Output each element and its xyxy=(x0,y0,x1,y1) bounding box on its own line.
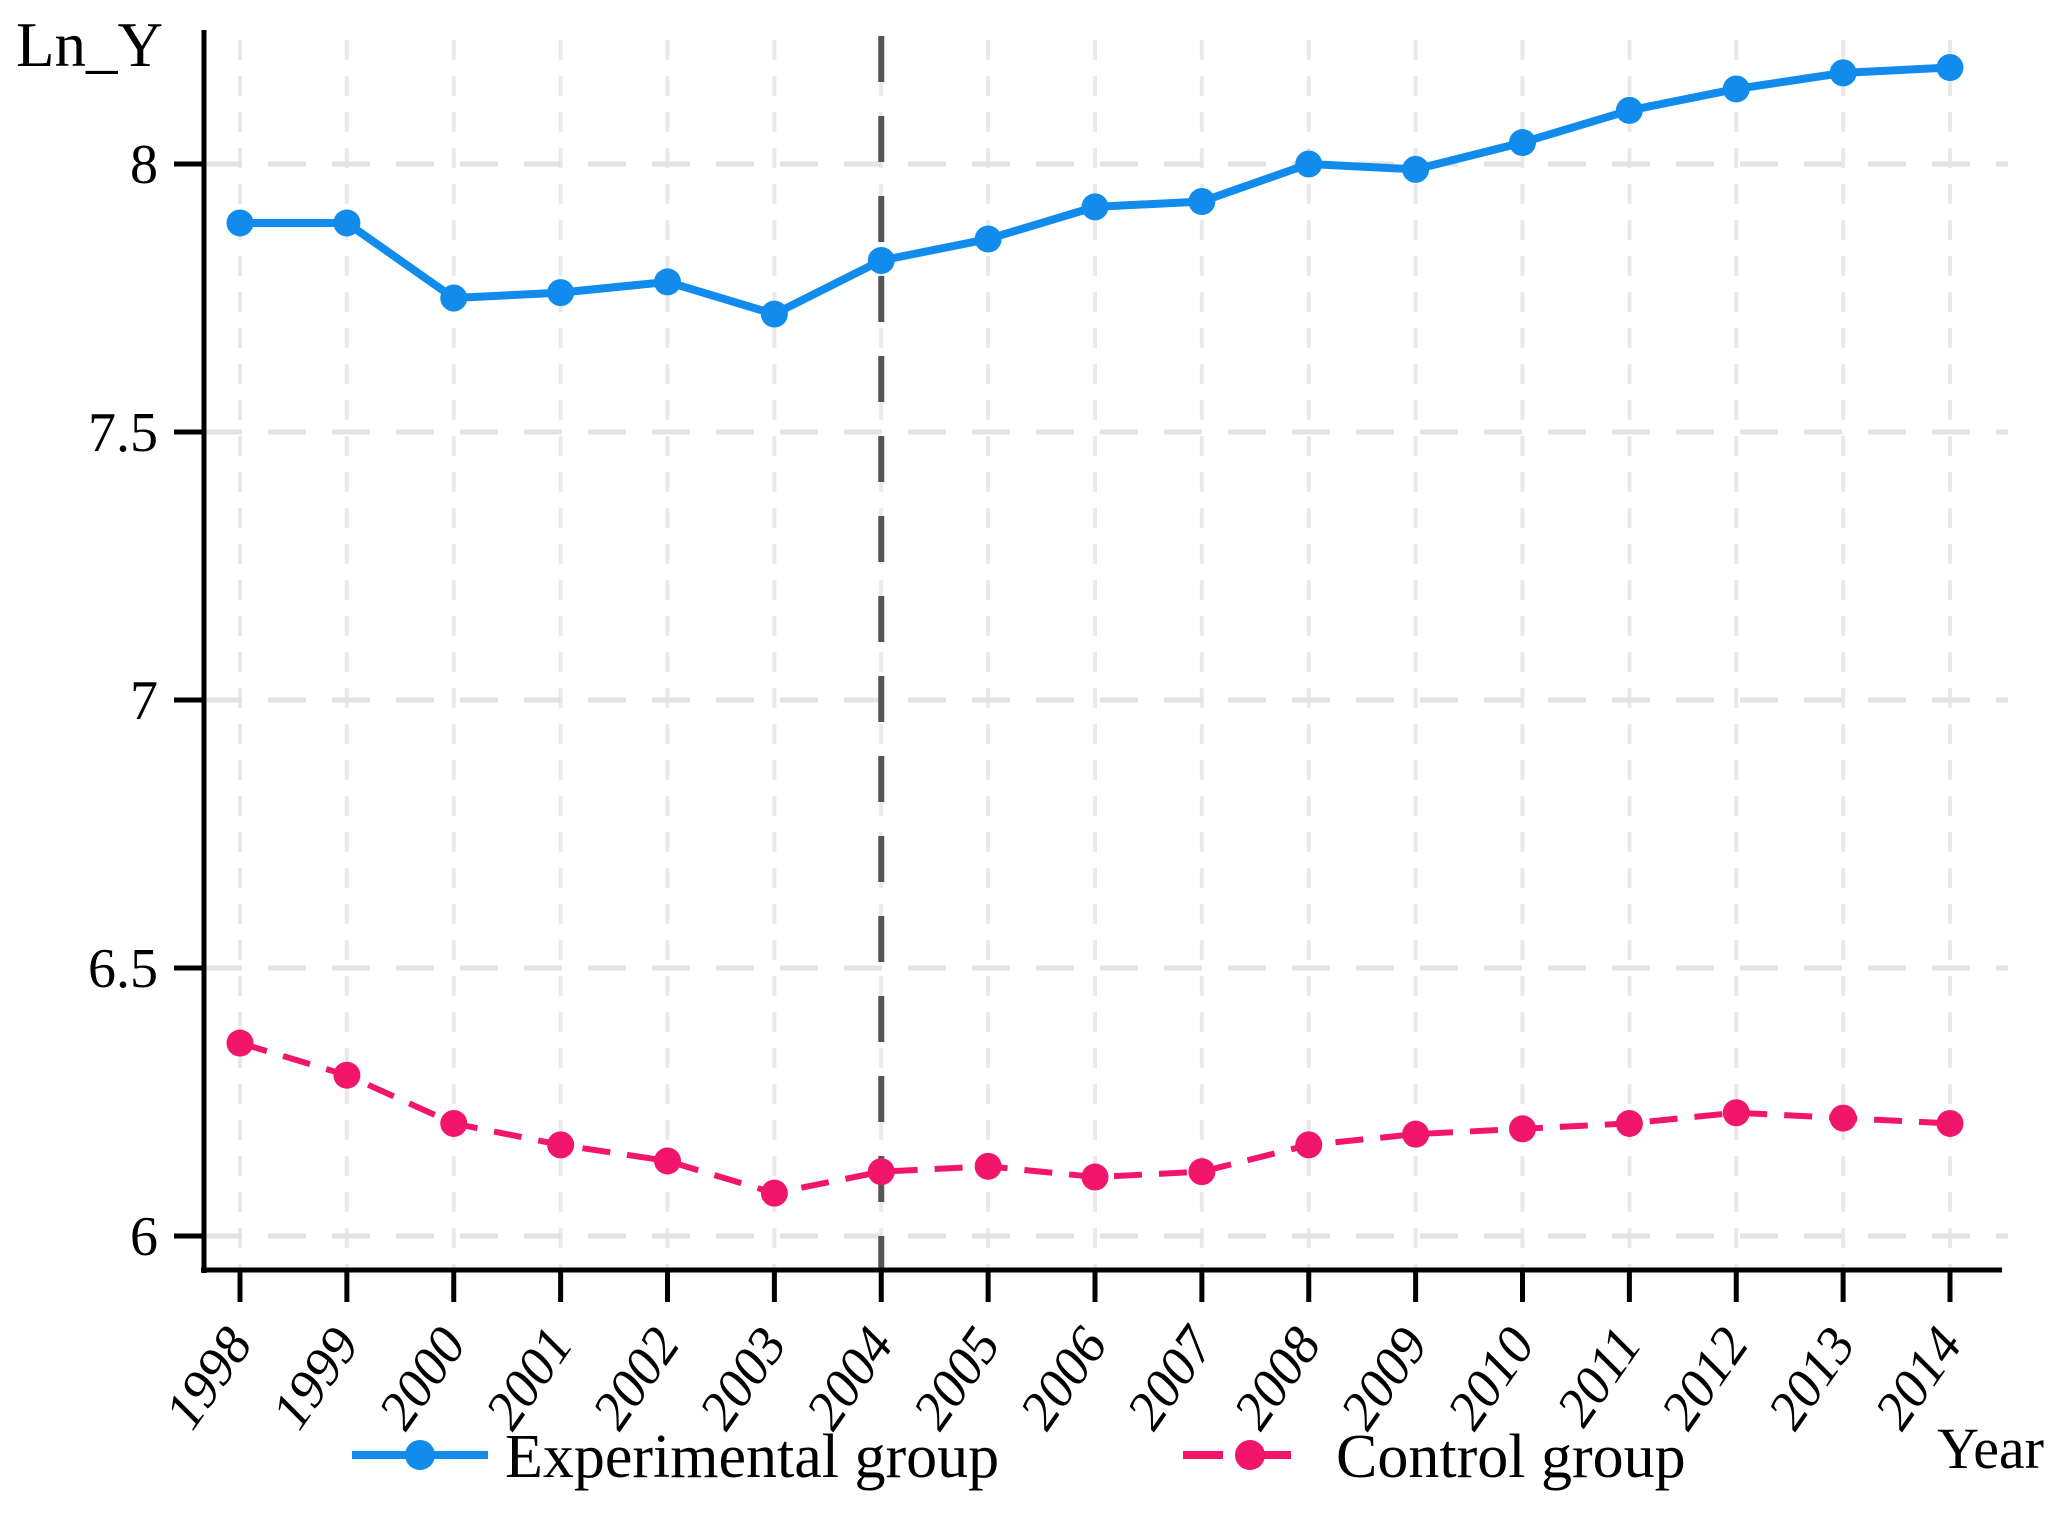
data-point-experimental-group-2001 xyxy=(547,279,575,307)
data-point-control-group-2013 xyxy=(1829,1104,1857,1132)
data-point-control-group-2007 xyxy=(1188,1158,1216,1186)
data-point-control-group-1999 xyxy=(333,1061,361,1089)
data-point-experimental-group-2013 xyxy=(1829,59,1857,87)
x-tick-label-2002: 2002 xyxy=(580,1316,691,1439)
x-tick-label-2006: 2006 xyxy=(1008,1316,1119,1439)
data-point-experimental-group-2002 xyxy=(654,268,681,296)
series-layer xyxy=(226,54,1964,1207)
data-point-control-group-2003 xyxy=(760,1179,788,1207)
data-point-experimental-group-2007 xyxy=(1188,188,1216,216)
data-point-control-group-2009 xyxy=(1402,1120,1430,1148)
x-tick-label-2001: 2001 xyxy=(473,1316,584,1439)
x-tick-label-2000: 2000 xyxy=(366,1316,477,1439)
data-point-control-group-2008 xyxy=(1295,1131,1323,1159)
x-tick-label-2003: 2003 xyxy=(687,1316,798,1439)
data-point-control-group-2011 xyxy=(1615,1109,1643,1137)
x-tick-label-2013: 2013 xyxy=(1756,1316,1867,1439)
y-axis-title: Ln_Y xyxy=(16,10,163,80)
data-point-experimental-group-2005 xyxy=(974,225,1002,253)
legend-swatch-experimental xyxy=(352,1440,488,1470)
x-axis-title: Year xyxy=(1937,1416,2044,1481)
legend-marker-control xyxy=(1235,1440,1265,1470)
y-tick-label-8: 8 xyxy=(130,134,158,196)
data-point-experimental-group-2003 xyxy=(760,300,788,328)
data-point-control-group-2002 xyxy=(654,1147,681,1175)
data-point-experimental-group-2011 xyxy=(1615,96,1643,124)
legend-label-control: Control group xyxy=(1336,1423,1686,1491)
data-point-control-group-1998 xyxy=(226,1029,254,1057)
data-point-control-group-2001 xyxy=(547,1131,575,1159)
legend-swatch-control xyxy=(1183,1440,1318,1470)
x-tick-label-2008: 2008 xyxy=(1221,1316,1332,1439)
legend-marker-experimental xyxy=(405,1440,435,1470)
data-point-control-group-2000 xyxy=(440,1109,468,1137)
data-point-experimental-group-1998 xyxy=(226,209,254,237)
data-point-control-group-2010 xyxy=(1509,1115,1536,1143)
data-point-experimental-group-1999 xyxy=(333,209,361,237)
y-tick-label-7: 7 xyxy=(130,670,158,732)
x-tick-label-2009: 2009 xyxy=(1328,1316,1439,1439)
data-point-control-group-2012 xyxy=(1722,1099,1750,1127)
grid-layer xyxy=(204,36,2008,1270)
y-tick-label-7.5: 7.5 xyxy=(88,402,158,464)
x-tick-label-2010: 2010 xyxy=(1435,1316,1546,1439)
x-tick-label-2004: 2004 xyxy=(794,1316,905,1439)
data-point-experimental-group-2009 xyxy=(1402,155,1430,183)
legend: Experimental group Control group xyxy=(352,1423,1686,1491)
legend-label-experimental: Experimental group xyxy=(505,1423,999,1491)
x-tick-label-2011: 2011 xyxy=(1544,1316,1653,1436)
data-point-experimental-group-2004 xyxy=(867,246,895,274)
y-tick-label-6: 6 xyxy=(130,1206,158,1268)
data-point-control-group-2004 xyxy=(867,1158,895,1186)
x-tick-label-2005: 2005 xyxy=(901,1316,1012,1439)
data-point-experimental-group-2008 xyxy=(1295,150,1323,178)
x-tick-label-1999: 1999 xyxy=(260,1316,371,1439)
data-point-experimental-group-2006 xyxy=(1081,193,1109,221)
x-tick-label-2007: 2007 xyxy=(1115,1315,1227,1440)
data-point-experimental-group-2000 xyxy=(440,284,468,312)
data-point-experimental-group-2014 xyxy=(1936,54,1964,82)
y-tick-label-6.5: 6.5 xyxy=(88,938,158,1000)
x-tick-label-1998: 1998 xyxy=(153,1316,264,1439)
data-point-control-group-2014 xyxy=(1936,1109,1964,1137)
data-point-experimental-group-2012 xyxy=(1722,75,1750,103)
x-tick-label-2012: 2012 xyxy=(1649,1316,1760,1439)
data-point-experimental-group-2010 xyxy=(1509,129,1536,157)
data-point-control-group-2006 xyxy=(1081,1163,1109,1191)
data-point-control-group-2005 xyxy=(974,1152,1002,1180)
